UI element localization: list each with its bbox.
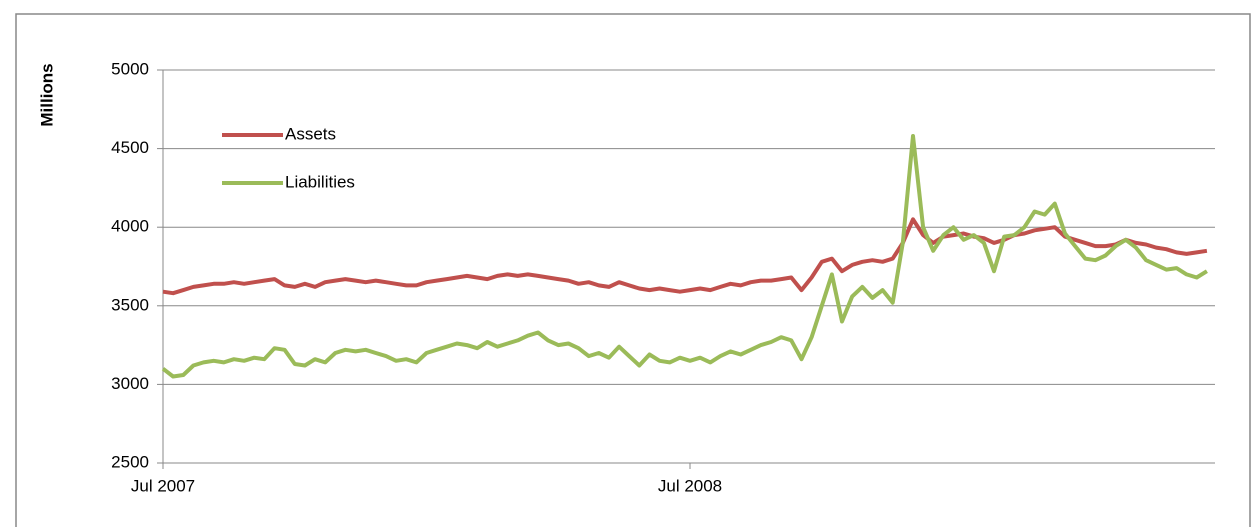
y-tick-label: 2500: [111, 452, 149, 471]
y-tick-label: 4500: [111, 138, 149, 157]
y-tick-label: 5000: [111, 59, 149, 78]
series-line: [161, 134, 1208, 379]
chart-frame: [15, 13, 1251, 527]
y-tick-label: 3500: [111, 295, 149, 314]
x-tick-label: Jul 2008: [658, 476, 722, 495]
legend-label: Assets: [285, 124, 336, 143]
y-tick-label: 3000: [111, 374, 149, 393]
y-axis-title: Millions: [37, 63, 56, 126]
series-line: [162, 217, 1208, 296]
legend-label: Liabilities: [285, 172, 355, 191]
y-tick-label: 4000: [111, 217, 149, 236]
x-tick-label: Jul 2007: [131, 476, 195, 495]
